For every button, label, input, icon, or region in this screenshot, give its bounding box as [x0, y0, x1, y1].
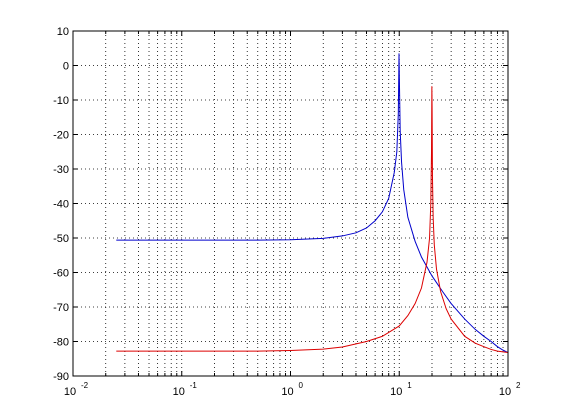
y-tick-label: -70 [53, 302, 69, 314]
y-tick-label: -60 [53, 268, 69, 280]
y-tick-label: -80 [53, 337, 69, 349]
y-tick-label: -50 [53, 233, 69, 245]
ticks [72, 30, 508, 377]
y-tick-label: 0 [63, 61, 69, 73]
x-tick-labels: 10 -2 10 -1 10 0 10 1 10 2 [64, 381, 521, 398]
y-tick-label: -30 [53, 164, 69, 176]
x-tick-exponent: 1 [407, 381, 412, 390]
x-tick-exponent: 2 [516, 381, 521, 390]
x-tick-exponent: -2 [81, 381, 89, 390]
y-tick-label: -90 [53, 371, 69, 383]
series-line-2 [116, 86, 509, 354]
x-tick-exponent: 0 [299, 381, 304, 390]
series-layer [116, 53, 509, 354]
x-tick-label: 10 [64, 386, 76, 398]
y-tick-label: -10 [53, 95, 69, 107]
series-line-1 [116, 53, 509, 353]
y-tick-label: 10 [57, 26, 69, 38]
x-tick-label: 10 [281, 386, 293, 398]
x-tick-label: 10 [499, 386, 511, 398]
x-tick-label: 10 [173, 386, 185, 398]
y-tick-labels: 10 0 -10 -20 -30 -40 -50 -60 -70 -80 -90 [53, 26, 69, 383]
x-tick-label: 10 [390, 386, 402, 398]
x-tick-exponent: -1 [190, 381, 198, 390]
y-tick-label: -20 [53, 130, 69, 142]
y-tick-label: -40 [53, 199, 69, 211]
